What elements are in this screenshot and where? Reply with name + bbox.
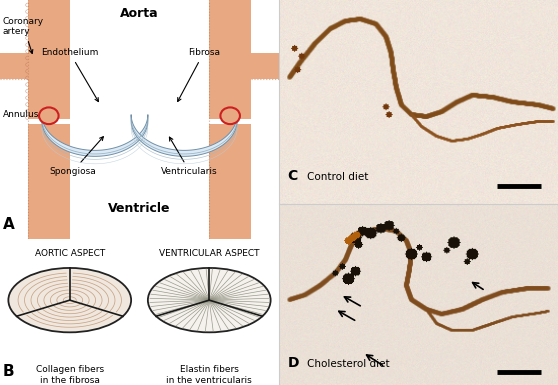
Polygon shape (209, 124, 251, 239)
Text: Ventricle: Ventricle (108, 202, 171, 215)
Text: B: B (3, 364, 15, 379)
Polygon shape (0, 52, 28, 79)
Text: Endothelium: Endothelium (41, 48, 98, 102)
Circle shape (39, 107, 59, 124)
Text: A: A (3, 217, 15, 232)
Text: Annulus: Annulus (3, 110, 45, 119)
Circle shape (8, 268, 131, 332)
Text: Ventricularis: Ventricularis (161, 137, 218, 176)
Polygon shape (28, 0, 70, 119)
Text: Collagen fibers
in the fibrosa: Collagen fibers in the fibrosa (36, 365, 104, 385)
Polygon shape (209, 0, 251, 119)
Text: VENTRICULAR ASPECT: VENTRICULAR ASPECT (159, 249, 259, 258)
Text: Elastin fibers
in the ventricularis: Elastin fibers in the ventricularis (166, 365, 252, 385)
Circle shape (220, 107, 240, 124)
Text: Fibrosa: Fibrosa (177, 48, 220, 102)
Circle shape (148, 268, 271, 332)
Text: D: D (287, 356, 299, 370)
PathPatch shape (42, 115, 148, 156)
Text: Spongiosa: Spongiosa (49, 137, 103, 176)
Polygon shape (28, 124, 70, 239)
Text: Coronary
artery: Coronary artery (3, 17, 44, 54)
Text: AORTIC ASPECT: AORTIC ASPECT (35, 249, 105, 258)
Polygon shape (251, 52, 279, 79)
Text: Control diet: Control diet (307, 172, 368, 182)
PathPatch shape (131, 115, 237, 156)
Text: Cholesterol diet: Cholesterol diet (307, 359, 389, 369)
Text: Aorta: Aorta (120, 7, 159, 20)
Text: C: C (287, 169, 297, 182)
